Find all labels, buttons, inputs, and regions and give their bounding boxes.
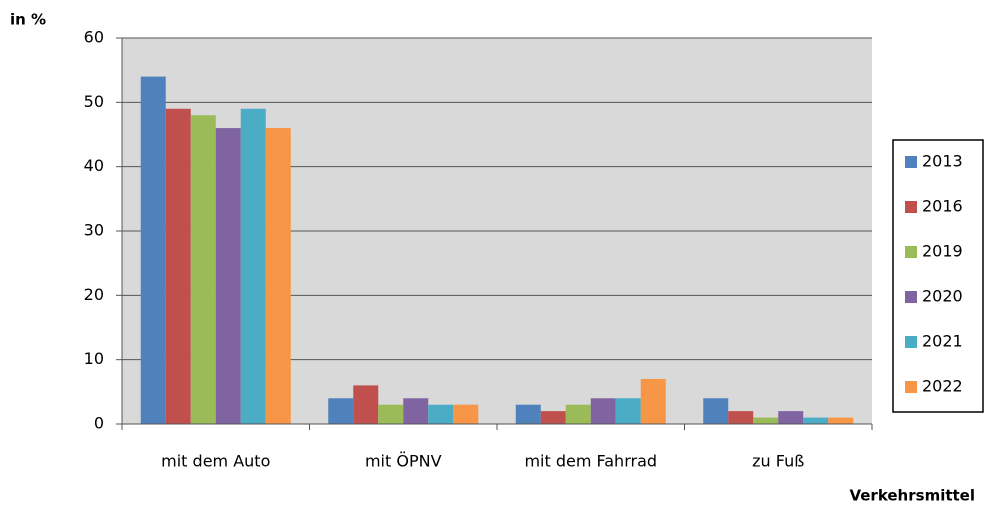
bar [190,115,216,424]
legend-swatch [905,291,917,303]
bar [803,417,829,424]
bar [615,398,641,424]
bar [165,108,191,425]
legend-label: 2013 [922,152,963,171]
x-tick-label: mit dem Auto [161,452,270,471]
legend-label: 2021 [922,332,963,351]
y-tick-label: 30 [84,221,104,240]
bar [240,108,266,425]
bar [353,385,379,424]
legend-label: 2020 [922,287,963,306]
bar [778,411,804,424]
y-tick-label: 40 [84,156,104,175]
legend-swatch [905,201,917,213]
bar [515,404,541,424]
bar [428,404,454,424]
legend-swatch [905,336,917,348]
y-tick-label: 0 [94,414,104,433]
bar [728,411,754,424]
bar [328,398,354,424]
legend-label: 2022 [922,377,963,396]
legend-label: 2019 [922,242,963,261]
x-tick-label: mit ÖPNV [365,452,442,471]
bar [140,76,166,424]
bar [265,128,291,425]
bar [540,411,566,424]
x-tick-label: mit dem Fahrrad [524,452,657,471]
bar [753,417,779,424]
y-tick-label: 50 [84,92,104,111]
legend-swatch [905,156,917,168]
bar [703,398,729,424]
bar [453,404,479,424]
bar [565,404,591,424]
legend-box [892,139,984,413]
legend-swatch [905,246,917,258]
bar [403,398,429,424]
bar [215,128,241,425]
bar [590,398,616,424]
x-axis-label: Verkehrsmittel [849,487,975,505]
bar [828,417,854,424]
y-tick-label: 20 [84,285,104,304]
legend-label: 2016 [922,197,963,216]
legend-swatch [905,381,917,393]
bar [640,378,666,424]
y-tick-label: 60 [84,28,104,47]
y-axis-label: in % [10,11,46,29]
y-tick-label: 10 [84,349,104,368]
x-tick-label: zu Fuß [752,452,804,471]
bar [378,404,404,424]
